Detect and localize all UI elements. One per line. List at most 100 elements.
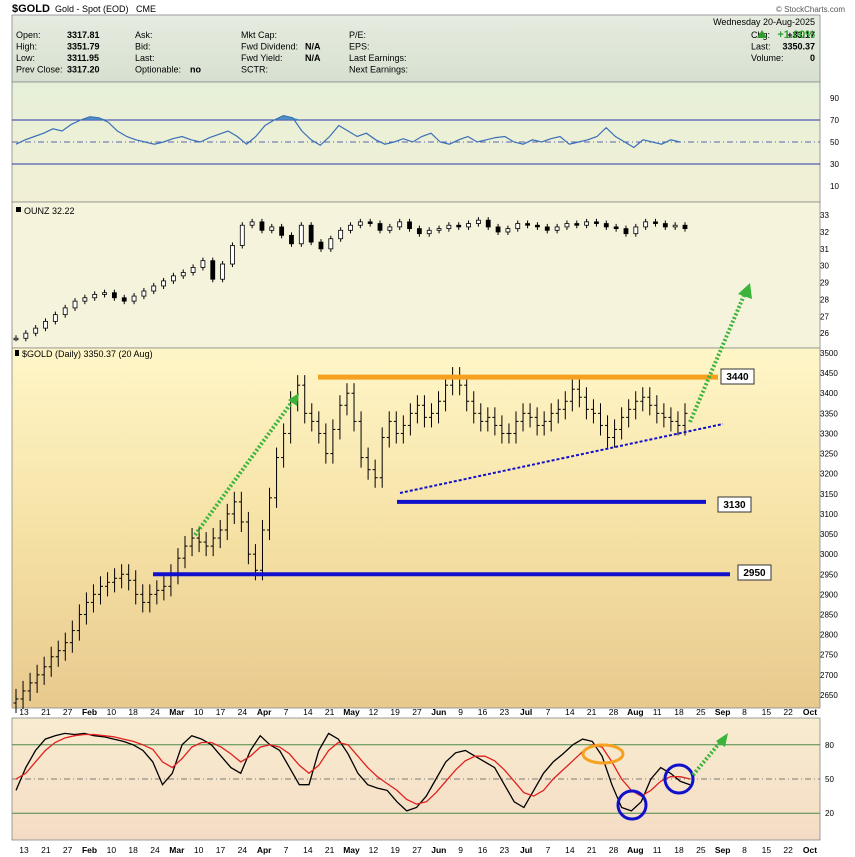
price-y-tick: 2900: [820, 590, 838, 599]
x-axis-top-tick-label: 18: [674, 707, 684, 717]
x-axis-top-tick-label: Jul: [520, 707, 532, 717]
header-cell: 3351.79: [67, 42, 100, 52]
ounz-candle-body: [564, 223, 570, 228]
x-axis-bottom-tick-label: 11: [653, 845, 662, 855]
x-axis-bottom-tick-label: Aug: [627, 845, 644, 855]
level-label: 3130: [723, 500, 746, 511]
rsi-y-tick: 50: [830, 138, 839, 147]
ounz-candle-body: [190, 267, 196, 273]
green-arrow-rising: [193, 397, 296, 537]
x-axis-bottom-tick-label: 12: [369, 845, 379, 855]
ounz-candle-body: [141, 290, 147, 297]
x-axis-top-tick-label: 24: [150, 707, 160, 717]
x-axis-top-tick-label: 10: [107, 707, 117, 717]
x-axis-top-tick-label: 22: [783, 707, 793, 717]
header-cell: Last:: [135, 53, 155, 63]
x-axis-bottom-tick-label: 25: [696, 845, 706, 855]
header-cell: +33.17: [787, 30, 815, 40]
ounz-candle-body: [111, 292, 117, 299]
ounz-candle-body: [131, 295, 137, 302]
x-axis-top-tick-label: Feb: [82, 707, 97, 717]
header-cell: Fwd Yield:: [241, 53, 283, 63]
ounz-candle-body: [200, 260, 206, 268]
rsi-y-tick: 70: [830, 116, 839, 125]
header-cell: High:: [16, 42, 37, 52]
price-layer: 2650 2700 2750 2800 2850 2900 2950 3000 3050 3100…: [13, 349, 838, 714]
x-axis-top-tick-label: 17: [216, 707, 226, 717]
stochastic-y-tick: 50: [825, 775, 834, 784]
x-axis-top-tick-label: 24: [238, 707, 248, 717]
ounz-layer: 26 27 28 29 30 31 32 33 OUNZ 32.22: [13, 206, 829, 342]
ounz-candle-body: [544, 226, 550, 231]
symbol-title: $GOLD: [12, 3, 50, 15]
header-cell: P/E:: [349, 30, 366, 40]
x-axis-top-tick-label: Sep: [715, 707, 731, 717]
ounz-y-tick: 30: [820, 262, 829, 271]
stochastic-series-1: [15, 733, 691, 805]
x-axis-top-tick-label: Mar: [169, 707, 185, 717]
x-axis-top-tick-label: Jun: [431, 707, 446, 717]
rsi-layer: 10 30 50 70 90: [12, 94, 839, 191]
ounz-candle-body: [485, 219, 491, 228]
x-axis-bottom-tick-label: 23: [500, 845, 510, 855]
green-arrow-head: [288, 393, 299, 406]
x-axis-bottom-tick-label: 17: [216, 845, 226, 855]
date-label: Wednesday 20-Aug-2025: [713, 17, 815, 27]
ounz-candle-body: [239, 224, 245, 246]
ounz-candle-body: [318, 241, 324, 250]
price-y-tick: 3250: [820, 450, 838, 459]
x-axis-top-tick-label: Aug: [627, 707, 644, 717]
ounz-candle-body: [643, 221, 649, 228]
header-cell: 0: [810, 53, 815, 63]
x-axis-top-tick-label: May: [343, 707, 360, 717]
ounz-candle-body: [475, 219, 481, 224]
ounz-candle-body: [653, 221, 658, 224]
oversold-circle: [616, 789, 648, 821]
x-axis-top-tick-label: 21: [41, 707, 51, 717]
x-axis-bottom-tick-label: 10: [107, 845, 117, 855]
rsi-line: [15, 114, 681, 149]
ounz-candle-body: [269, 226, 275, 231]
x-axis-top-tick-label: 14: [565, 707, 575, 717]
x-axis-bottom-tick-label: Sep: [715, 845, 731, 855]
x-axis-top-tick-label: 16: [478, 707, 488, 717]
x-axis-top-tick-label: 7: [546, 707, 551, 717]
x-axis-bottom-tick-label: 22: [783, 845, 793, 855]
x-axis-bottom-tick-label: 9: [458, 845, 463, 855]
rsi-y-tick: 10: [830, 182, 839, 191]
header-cell: Next Earnings:: [349, 65, 408, 75]
x-axis-top: 13 21 27 Feb 10 18 24 Mar 10 17 24 Apr 7 14 21 May 12 19 2…: [19, 707, 817, 717]
header-cell: 3350.37: [782, 42, 815, 52]
header-cell: N/A: [305, 42, 321, 52]
x-axis-top-tick-label: 23: [500, 707, 510, 717]
x-axis-bottom-tick-label: 16: [478, 845, 488, 855]
ounz-candle-body: [525, 223, 530, 226]
ounz-candle-body: [603, 223, 609, 228]
ounz-candle-body: [613, 226, 619, 230]
x-axis-bottom-tick-label: 27: [412, 845, 422, 855]
x-axis-bottom-tick-label: 21: [587, 845, 597, 855]
turnup-circle: [663, 763, 695, 795]
ounz-candle-body: [682, 224, 688, 230]
ounz-candle-body: [574, 223, 580, 226]
x-axis-top-tick-label: 9: [458, 707, 463, 717]
x-axis-bottom-tick-label: 7: [284, 845, 289, 855]
price-y-tick: 2750: [820, 651, 838, 660]
ounz-candle-body: [82, 297, 88, 302]
stochastic-layer: 20 50 80: [12, 732, 834, 818]
ounz-candle-body: [633, 226, 639, 235]
price-y-tick: 3000: [820, 550, 838, 559]
price-y-tick: 3100: [820, 510, 838, 519]
price-y-tick: 2850: [820, 610, 838, 619]
ounz-y-tick: 26: [820, 329, 829, 338]
price-y-tick: 3200: [820, 470, 838, 479]
ounz-candle-body: [151, 285, 157, 292]
x-axis-top-tick-label: 11: [653, 707, 662, 717]
header-cell: Volume:: [751, 53, 784, 63]
ounz-candle-body: [62, 307, 68, 316]
green-arrow-stoch: [691, 738, 724, 777]
ounz-candle-body: [43, 320, 48, 329]
header-cell: EPS:: [349, 42, 370, 52]
stochastic-y-tick: 80: [825, 741, 834, 750]
up-triangle-icon: [757, 30, 767, 38]
